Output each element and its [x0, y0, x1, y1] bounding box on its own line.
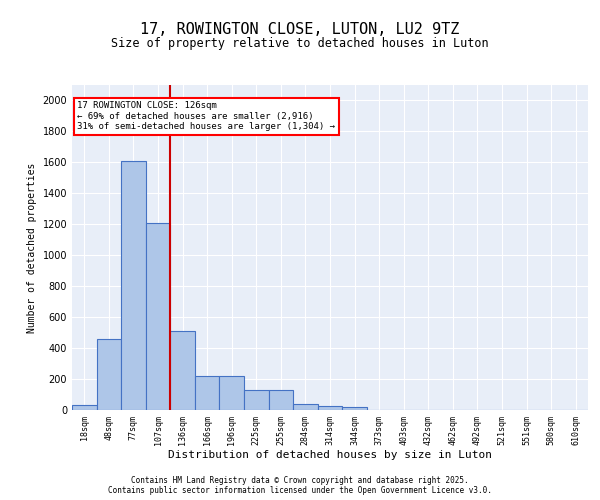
- Bar: [146, 222, 170, 410]
- Text: Size of property relative to detached houses in Luton: Size of property relative to detached ho…: [111, 38, 489, 51]
- Bar: [318, 406, 342, 410]
- Bar: [170, 331, 195, 410]
- Text: 17, ROWINGTON CLOSE, LUTON, LU2 9TZ: 17, ROWINGTON CLOSE, LUTON, LU2 9TZ: [140, 22, 460, 38]
- Y-axis label: Number of detached properties: Number of detached properties: [27, 162, 37, 332]
- Text: Contains HM Land Registry data © Crown copyright and database right 2025.
Contai: Contains HM Land Registry data © Crown c…: [108, 476, 492, 495]
- Bar: [293, 404, 318, 410]
- Bar: [220, 376, 244, 410]
- X-axis label: Distribution of detached houses by size in Luton: Distribution of detached houses by size …: [168, 450, 492, 460]
- Bar: [72, 406, 97, 410]
- Bar: [195, 376, 220, 410]
- Bar: [97, 339, 121, 410]
- Text: 17 ROWINGTON CLOSE: 126sqm
← 69% of detached houses are smaller (2,916)
31% of s: 17 ROWINGTON CLOSE: 126sqm ← 69% of deta…: [77, 101, 335, 131]
- Bar: [269, 390, 293, 410]
- Bar: [342, 407, 367, 410]
- Bar: [244, 390, 269, 410]
- Bar: [121, 161, 146, 410]
